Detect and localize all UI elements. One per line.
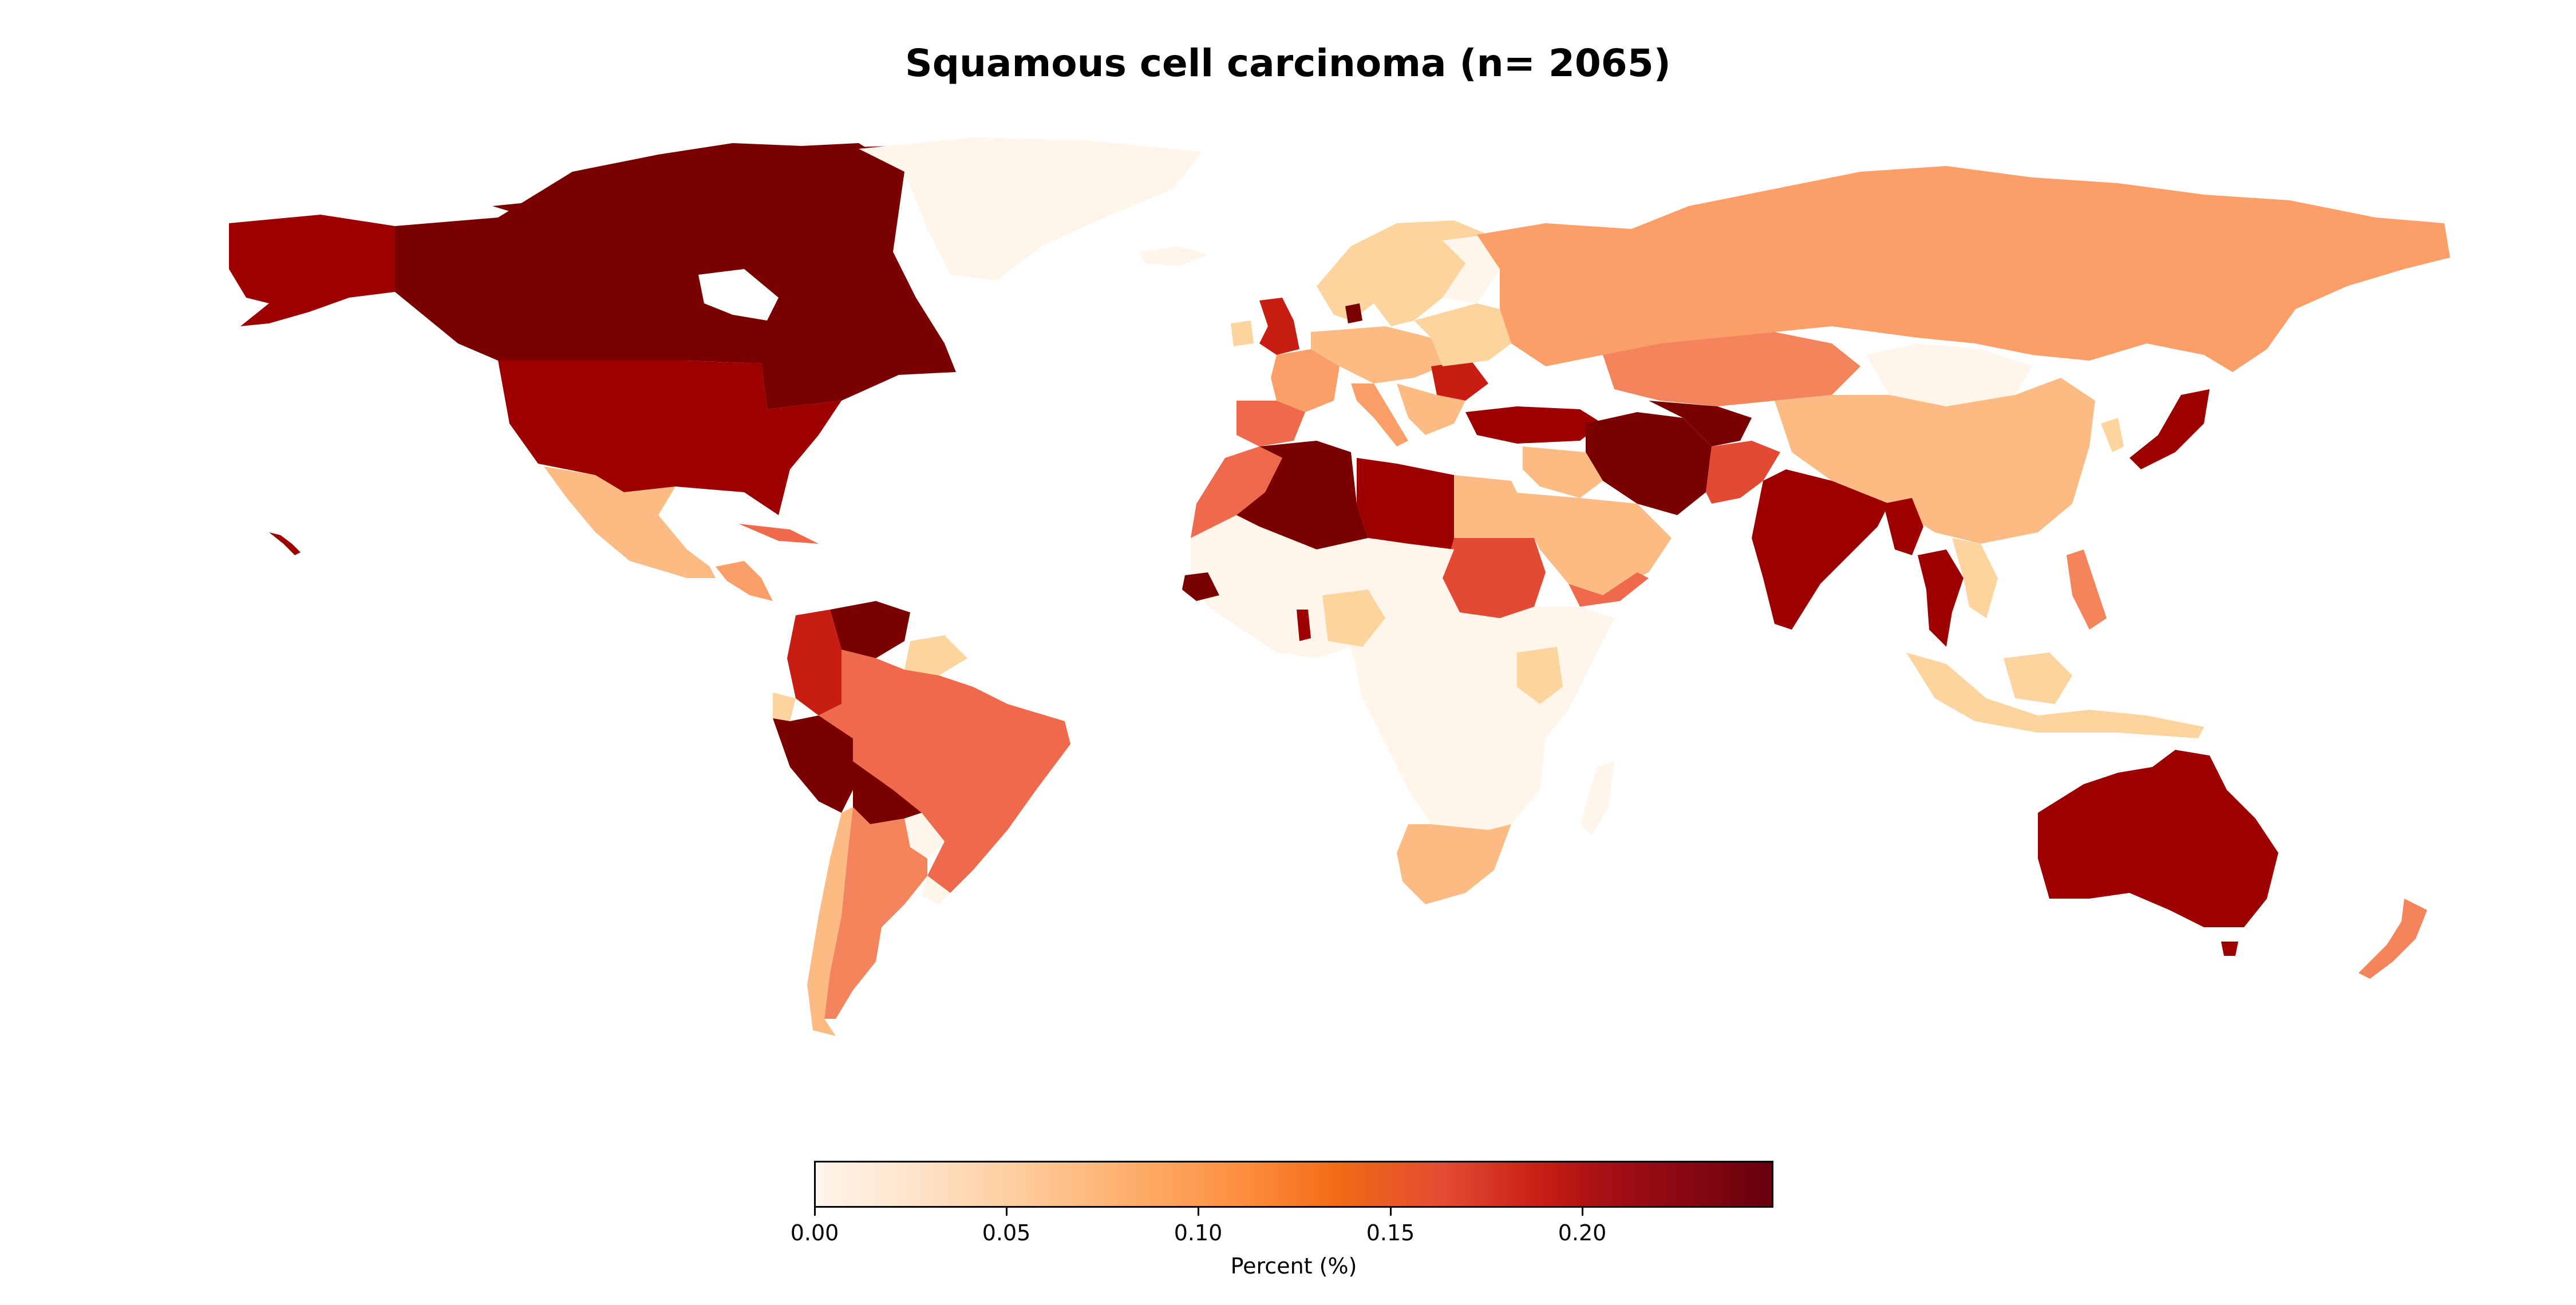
region-greenland [859,137,1202,280]
region-ecuador [773,693,796,721]
region-arabia [1511,492,1672,595]
region-eastern-europe [1414,303,1511,366]
map-title: Squamous cell carcinoma (n= 2065) [905,41,1671,85]
colorbar-label: Percent (%) [1230,1253,1357,1279]
colorbar-tick-label: 0.20 [1558,1220,1607,1245]
region-mexico [544,466,716,578]
region-bangladesh-myanmar [1883,498,1923,555]
region-indonesia [1906,652,2204,738]
region-russia [1477,166,2450,372]
region-madagascar [1580,761,1614,836]
colorbar-tick-label: 0.05 [982,1220,1031,1245]
region-central-asia [1649,401,1752,446]
region-sudan [1443,538,1546,618]
region-uruguay [922,876,950,904]
region-libya [1357,458,1454,549]
colorbar-tick-mark [1582,1208,1583,1216]
colorbar-tick-mark [814,1208,816,1216]
region-usa [498,361,841,515]
region-colombia [787,610,841,715]
colorbar [814,1161,1773,1208]
region-paraguay [904,813,945,859]
region-ghana [1297,610,1311,641]
region-borneo [2004,652,2072,704]
region-kazakhstan [1603,332,1860,406]
region-argentina [824,807,927,1019]
region-scandinavia [1317,220,1488,326]
region-hawaii [269,532,301,555]
region-balkans [1397,383,1465,435]
colorbar-tick-mark [1006,1208,1008,1216]
region-kenya [1517,647,1563,704]
region-china [1775,378,2095,544]
region-uk [1259,298,1299,355]
region-ireland [1231,321,1254,346]
region-central-africa [1351,612,1546,830]
region-france [1271,349,1340,412]
region-cuba [738,524,819,544]
region-bolivia [853,761,922,824]
colorbar-tick-label: 0.10 [1174,1220,1223,1245]
region-venezuela [830,601,910,658]
region-yemen [1568,572,1649,607]
region-turkey [1465,406,1603,444]
region-japan [2129,389,2210,469]
region-guianas [904,635,967,675]
region-nigeria [1322,590,1385,647]
region-mongolia [1866,343,2032,406]
region-iran [1586,412,1712,515]
region-canada-islands [492,146,893,240]
region-morocco [1191,446,1282,538]
region-chile [807,807,853,1036]
region-senegal [1182,572,1219,601]
region-italy [1351,383,1408,446]
region-west-africa [1191,515,1460,658]
colorbar-tick-label: 0.15 [1366,1220,1415,1245]
colorbar-tick-mark [1390,1208,1392,1216]
region-alaska [229,215,395,326]
world-map [229,137,2450,1036]
region-algeria [1236,441,1368,549]
region-hudson-bay [698,269,779,321]
region-new-zealand [2358,899,2427,979]
colorbar-tick-label: 0.00 [790,1220,839,1245]
region-romania [1431,361,1488,401]
region-korea [2101,418,2124,452]
region-finland [1443,235,1500,303]
colorbar-tick-mark [1198,1208,1199,1216]
region-vietnam-laos [1952,538,1998,618]
region-egypt [1454,475,1534,538]
region-thailand [1918,549,1963,647]
region-central-europe [1311,326,1443,383]
region-tasmania [2221,942,2238,956]
region-iberia [1236,401,1305,446]
region-australia [2038,750,2278,927]
region-afghanistan-pakistan [1706,441,1780,504]
region-brazil [819,650,1070,893]
region-philippines [2067,549,2107,630]
region-iceland [1139,246,1208,266]
region-peru [773,715,853,813]
region-india [1752,469,1889,630]
region-central-america [716,561,773,601]
region-denmark [1345,303,1362,323]
region-southern-africa [1397,824,1511,904]
region-iraq-syria [1523,446,1603,498]
